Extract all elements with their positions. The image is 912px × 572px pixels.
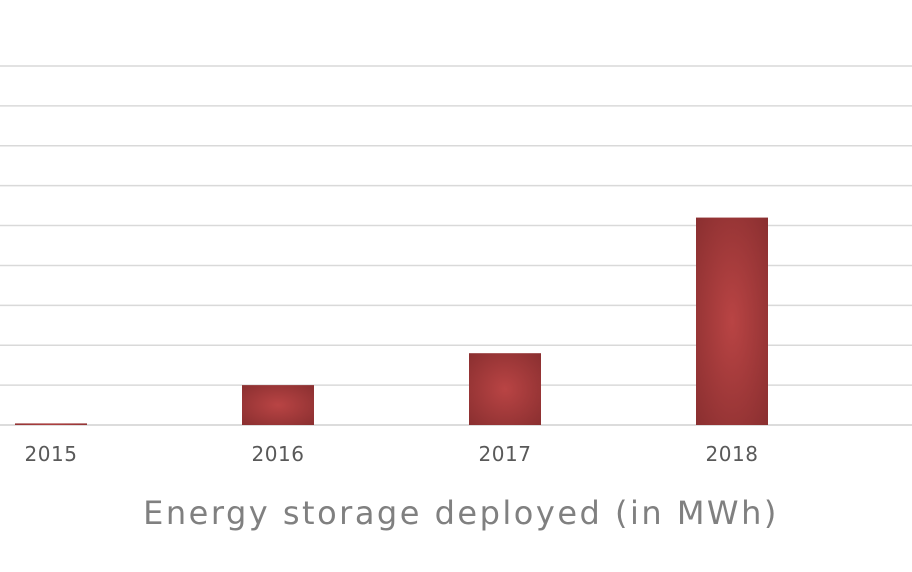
x-axis-tick-labels: 2015 2016 2017 2018 [25,442,759,466]
x-tick-label-2015: 2015 [25,442,78,466]
x-tick-label-2018: 2018 [706,442,759,466]
x-tick-label-2016: 2016 [252,442,305,466]
chart-caption: Energy storage deployed (in MWh) [143,494,779,532]
bars [15,217,768,425]
gridlines [0,65,912,426]
bar-2016 [242,385,314,425]
bar-2017 [469,353,541,425]
x-tick-label-2017: 2017 [479,442,532,466]
bar-2015 [15,423,87,425]
bar-2018 [696,217,768,425]
